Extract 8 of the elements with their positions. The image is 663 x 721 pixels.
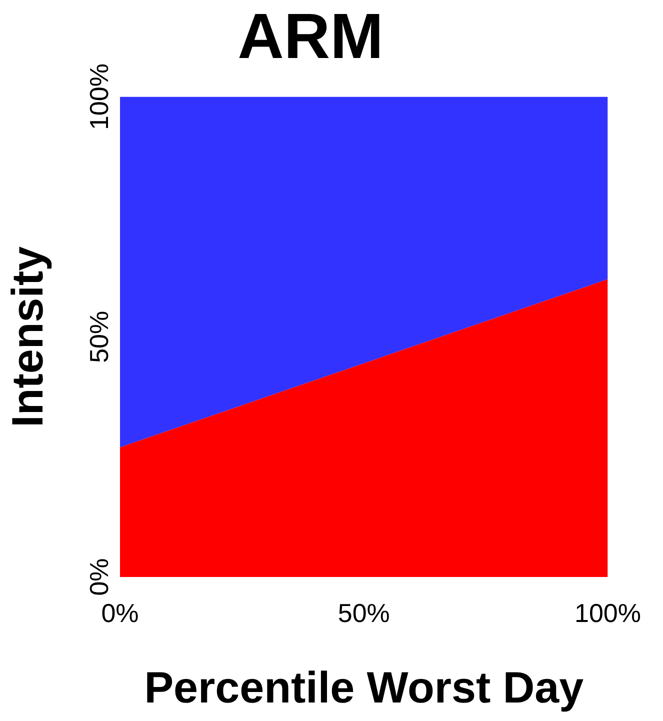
x-axis-title: Percentile Worst Day [144,664,584,713]
chart-title: ARM [238,0,384,72]
y-tick-label: 0% [84,558,114,596]
y-axis-title: Intensity [4,246,53,428]
y-tick-label: 50% [84,310,114,363]
x-tick-label: 50% [338,598,390,628]
y-tick-label: 100% [84,64,114,130]
x-tick-label: 100% [574,598,641,628]
